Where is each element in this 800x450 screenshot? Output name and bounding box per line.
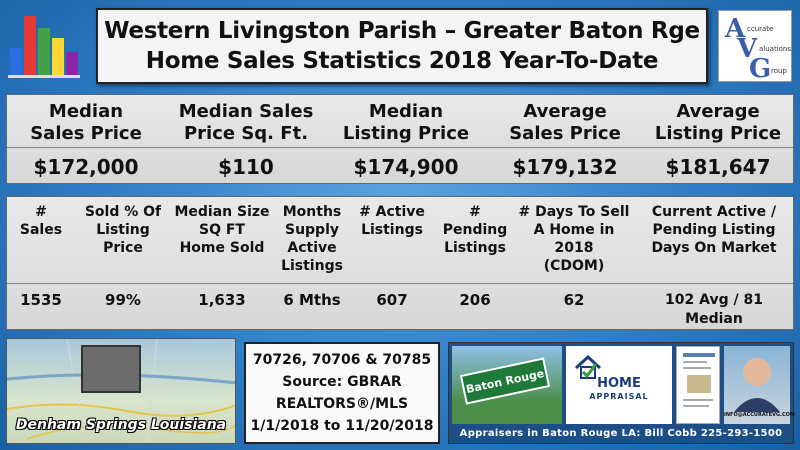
title-line-2: Home Sales Statistics 2018 Year-To-Date — [145, 48, 659, 74]
stat-pending-listings-value: 206 — [459, 291, 491, 309]
source-date-range: 1/1/2018 to 11/20/2018 — [250, 418, 434, 434]
source-name: Source: GBRAR — [282, 374, 402, 390]
source-zip-codes: 70726, 70706 & 70785 — [252, 352, 432, 368]
summary-average-sales-price: Average Sales Price — [509, 101, 621, 144]
contact-email: INFO@ACCURATEVG.COM — [724, 412, 795, 418]
svg-text:A: A — [724, 14, 746, 44]
svg-text:G: G — [749, 54, 771, 81]
summary-average-listing-price-value: $181,647 — [665, 155, 771, 179]
stat-days-on-market-value: 102 Avg / 81 Median — [665, 292, 763, 327]
summary-average-sales-price-value: $179,132 — [512, 155, 618, 179]
stats-panel: # Sales 1535 Sold % Of Listing Price 99% Me… — [6, 196, 794, 330]
svg-text:V: V — [736, 34, 758, 64]
title-banner: Western Livingston Parish – Greater Bato… — [96, 8, 708, 84]
stat-days-to-sell-value: 62 — [563, 291, 585, 309]
stat-months-supply-label: Months Supply Active Listings — [281, 204, 343, 274]
logo-bar-blue — [10, 48, 22, 76]
stat-sold-percent-value: 99% — [105, 291, 141, 309]
house-icon — [574, 354, 602, 379]
summary-panel: Median Sales Price $172,000 Median Sales… — [6, 94, 794, 184]
stat-active-listings-value: 607 — [376, 291, 408, 309]
logo-bar-green — [38, 28, 50, 76]
title-line-1: Western Livingston Parish – Greater Bato… — [104, 18, 700, 44]
stat-sales-value: 1535 — [20, 291, 62, 309]
person-icon — [734, 358, 780, 412]
city-sign-photo — [81, 345, 141, 393]
svg-text:aluations: aluations — [759, 45, 791, 53]
summary-median-listing-price: Median Listing Price — [342, 101, 470, 144]
source-info-box: 70726, 70706 & 70785 Source: GBRAR REALT… — [244, 342, 440, 444]
summary-median-sales-price-value: $172,000 — [33, 155, 139, 179]
denham-springs-map-image: Denham Springs Louisiana — [6, 338, 236, 444]
summary-median-price-sqft-value: $110 — [218, 155, 274, 179]
stat-median-size-value: 1,633 — [198, 291, 246, 309]
summary-average-listing-price: Average Listing Price — [654, 101, 782, 144]
summary-median-price-sqft: Median Sales Price Sq. Ft. — [178, 101, 314, 144]
stat-sales-label: # Sales — [19, 204, 63, 238]
home-appraisal-title: HOME — [597, 376, 641, 391]
stat-months-supply-value: 6 Mths — [283, 291, 341, 309]
logo-bar-red — [24, 16, 36, 76]
baton-rouge-sign-photo: Baton Rouge — [452, 346, 562, 424]
home-appraisal-subtitle: APPRAISAL — [589, 392, 649, 401]
svg-text:roup: roup — [771, 67, 787, 75]
stat-active-listings-label: # Active Listings — [359, 204, 425, 238]
svg-text:ccurate: ccurate — [747, 25, 773, 33]
logo-bar-purple — [66, 52, 78, 76]
stat-pending-listings-label: # Pending Listings — [442, 204, 508, 256]
avg-letters-icon: A V G ccurate aluations roup — [724, 14, 791, 84]
summary-median-listing-price-value: $174,900 — [353, 155, 459, 179]
footer-appraiser-contact: Appraisers in Baton Rouge LA: Bill Cobb … — [459, 428, 783, 439]
bar-chart-logo-icon — [8, 16, 80, 78]
appraiser-portrait-photo — [724, 346, 790, 424]
appraisal-document-thumbnail — [676, 346, 720, 424]
stat-days-to-sell-label: # Days To Sell A Home in 2018 (CDOM) — [518, 204, 630, 274]
avg-brand-logo: A V G ccurate aluations roup — [718, 10, 792, 84]
logo-bar-yellow — [52, 38, 64, 76]
map-caption: Denham Springs Louisiana — [15, 417, 227, 433]
home-appraisal-logo: HOME APPRAISAL — [566, 346, 672, 424]
baton-rouge-sign-text: Baton Rouge — [459, 357, 551, 405]
source-mls: REALTORS®/MLS — [275, 396, 409, 412]
document-icon — [683, 353, 715, 407]
stat-median-size-label: Median Size SQ FT Home Sold — [174, 204, 270, 256]
summary-median-sales-price: Median Sales Price — [30, 101, 142, 144]
stat-days-on-market-label: Current Active / Pending Listing Days On M… — [651, 204, 777, 256]
stat-sold-percent-label: Sold % Of Listing Price — [84, 204, 162, 256]
